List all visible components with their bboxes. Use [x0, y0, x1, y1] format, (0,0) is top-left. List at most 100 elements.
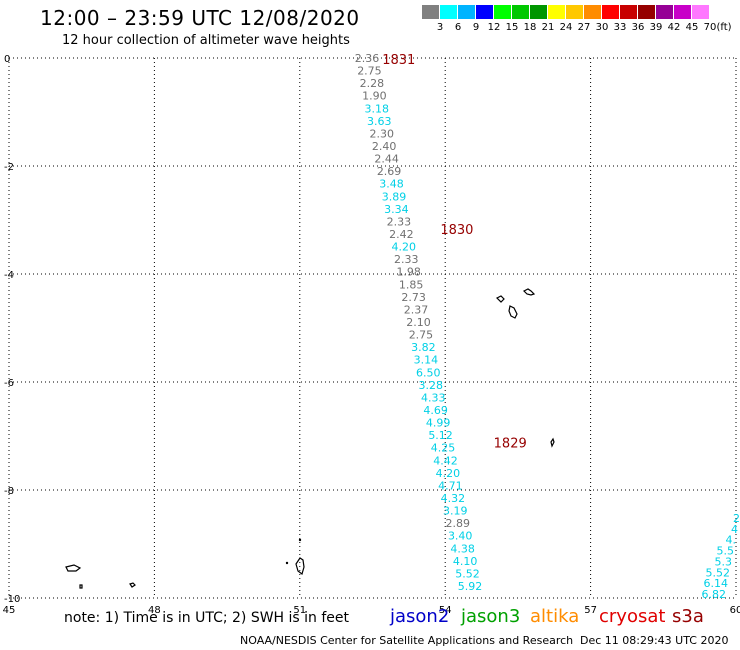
scale-swatch: [692, 5, 709, 19]
scale-label: 24: [559, 22, 573, 33]
wave-height-value: 3.48: [379, 178, 404, 191]
wave-height-value: 1.85: [399, 278, 424, 291]
satellite-name: altika: [530, 606, 580, 627]
scale-swatch: [494, 5, 511, 19]
wave-height-value: 4.33: [421, 391, 446, 404]
x-tick-label: 60: [730, 605, 740, 616]
wave-height-value: 2.37: [404, 303, 429, 316]
scale-label: 6: [454, 22, 462, 33]
pass-time-label: 1829: [494, 436, 527, 451]
wave-height-value: 4.20: [392, 241, 417, 254]
y-tick-label: -4: [4, 270, 14, 281]
island-outline: [79, 584, 83, 589]
wave-height-value: 6.50: [416, 366, 441, 379]
y-tick-label: 0: [4, 54, 10, 65]
x-tick-label: 48: [148, 605, 161, 616]
wave-height-value: 2.40: [372, 140, 397, 153]
scale-label: 21: [541, 22, 555, 33]
wave-height-value: 4.42: [433, 454, 458, 467]
scale-swatch: [638, 5, 655, 19]
wave-height-value: 6.82: [702, 588, 727, 601]
wave-height-value: 4.32: [441, 492, 466, 505]
wave-height-value: 2.33: [387, 215, 412, 228]
satellite-name: cryosat: [599, 606, 666, 627]
wave-height-value: 2.44: [374, 153, 399, 166]
scale-label: 18: [523, 22, 537, 33]
scale-swatch: [566, 5, 583, 19]
island-dot: [298, 538, 302, 542]
pass-time-label: 1831: [382, 53, 415, 68]
wave-height-value: 3.18: [365, 102, 390, 115]
island-outline: [522, 288, 536, 296]
map-title: 12:00 – 23:59 UTC 12/08/2020: [40, 6, 360, 30]
scale-label: 12: [487, 22, 501, 33]
wave-height-value: 4.10: [453, 555, 478, 568]
scale-label: 39: [649, 22, 663, 33]
wave-height-value: 1.90: [362, 90, 387, 103]
island-dot: [285, 561, 289, 565]
wave-height-value: 2.30: [369, 127, 394, 140]
wave-height-value: 2.28: [360, 77, 385, 90]
scale-swatch: [674, 5, 691, 19]
scale-swatch: [530, 5, 547, 19]
footer-timestamp: Dec 11 08:29:43 UTC 2020: [580, 634, 729, 647]
scale-swatch: [476, 5, 493, 19]
scale-swatch: [548, 5, 565, 19]
x-tick-label: 57: [584, 605, 597, 616]
y-tick-label: -6: [4, 378, 14, 389]
scale-label: 33: [613, 22, 627, 33]
wave-height-value: 4.38: [450, 542, 475, 555]
scale-label: 15: [505, 22, 519, 33]
wave-height-value: 4.99: [426, 417, 451, 430]
x-tick-label: 51: [293, 605, 306, 616]
y-tick-label: -10: [4, 594, 20, 605]
scale-swatch: [440, 5, 457, 19]
wave-height-value: 5.5: [717, 545, 735, 558]
satellite-name: jason2: [390, 606, 450, 627]
wave-height-value: 2.73: [401, 291, 426, 304]
scale-label: 36: [631, 22, 645, 33]
wave-height-value: 5.12: [428, 429, 453, 442]
wave-height-value: 4.71: [438, 479, 463, 492]
scale-swatch: [620, 5, 637, 19]
scale-label: 3: [436, 22, 444, 33]
wave-height-value: 4.69: [423, 404, 448, 417]
scale-swatch: [584, 5, 601, 19]
y-tick-label: -2: [4, 162, 14, 173]
wave-height-value: 2.36: [355, 52, 380, 65]
wave-height-value: 4.: [726, 534, 737, 547]
wave-height-value: 2: [733, 512, 740, 525]
island-outline: [550, 437, 555, 448]
wave-height-value: 2.69: [377, 165, 402, 178]
island-outline: [495, 295, 505, 303]
scale-label: 70: [703, 22, 717, 33]
wave-height-value: 5.52: [706, 566, 731, 579]
scale-label: 30: [595, 22, 609, 33]
island-outline: [508, 305, 518, 319]
pass-time-label: 1830: [440, 223, 473, 238]
y-tick-label: -8: [4, 486, 14, 497]
island-outline: [295, 557, 305, 576]
satellite-name: s3a: [672, 606, 704, 627]
wave-height-value: 3.34: [384, 203, 409, 216]
wave-height-value: 2.75: [357, 65, 382, 78]
x-tick-label: 54: [439, 605, 452, 616]
wave-height-value: 1.98: [396, 266, 421, 279]
wave-height-value: 6.14: [704, 577, 729, 590]
satellite-name: jason3: [461, 606, 521, 627]
wave-height-value: 4.20: [436, 467, 461, 480]
scale-swatch: [512, 5, 529, 19]
wave-height-value: 3.40: [448, 530, 473, 543]
scale-label: 9: [472, 22, 480, 33]
wave-height-value: 5.52: [455, 567, 480, 580]
island-outline: [129, 582, 136, 588]
scale-swatch: [422, 5, 439, 19]
wave-height-value: 2.89: [445, 517, 470, 530]
scale-label: 27: [577, 22, 591, 33]
scale-swatch: [458, 5, 475, 19]
island-outline: [65, 564, 82, 572]
wave-height-value: 3.63: [367, 115, 392, 128]
wave-height-value: 3.28: [419, 379, 444, 392]
scale-label: 45: [685, 22, 699, 33]
